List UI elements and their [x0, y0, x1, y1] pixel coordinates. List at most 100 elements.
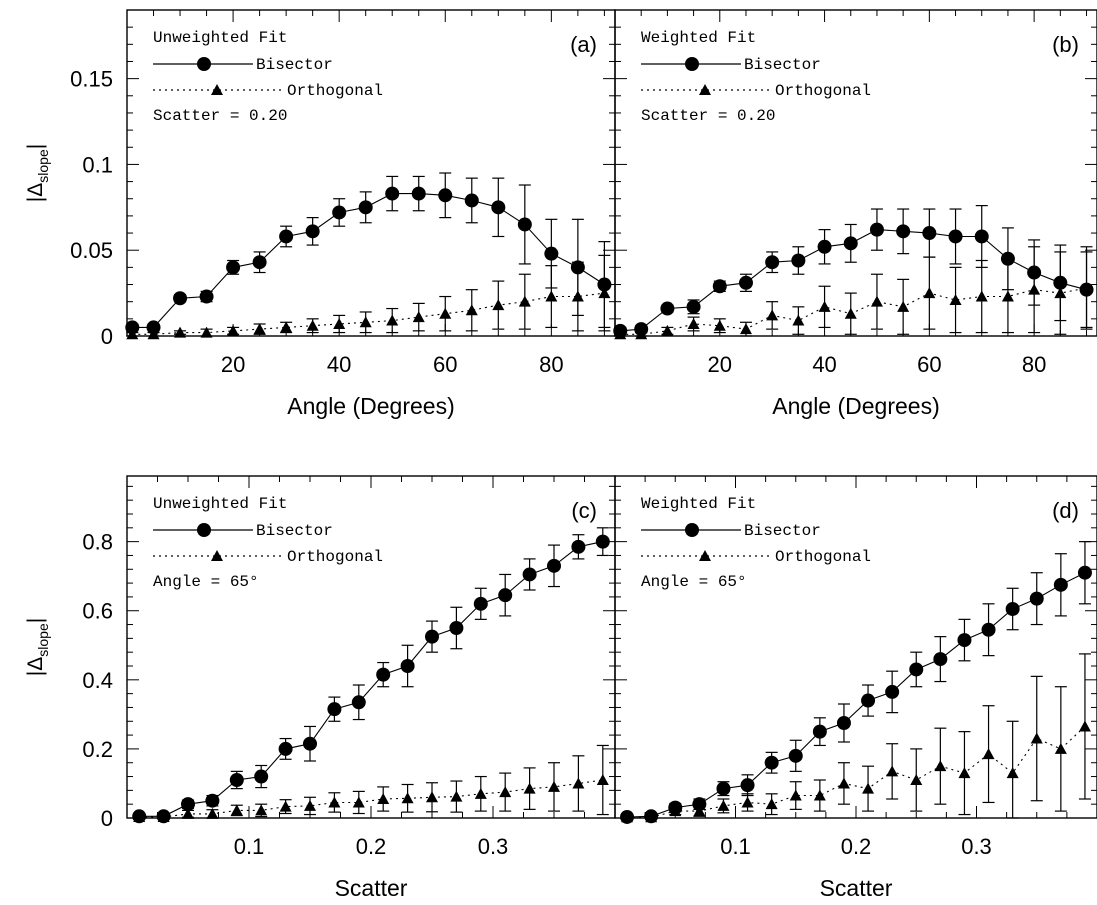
legend-label-bisector: Bisector — [256, 56, 333, 74]
data-point-orthogonal — [1028, 283, 1041, 295]
data-point-orthogonal — [147, 328, 160, 340]
data-point-bisector — [738, 275, 753, 290]
x-tick-label: 40 — [812, 352, 836, 377]
condition-label: Scatter = 0.20 — [641, 107, 775, 125]
data-point-orthogonal — [255, 804, 268, 816]
data-point-bisector — [544, 246, 559, 261]
legend-label-orthogonal: Orthogonal — [775, 548, 871, 566]
data-point-bisector — [1029, 591, 1044, 606]
data-point-bisector — [205, 793, 220, 808]
data-point-orthogonal — [571, 290, 584, 302]
data-point-orthogonal — [548, 780, 560, 792]
data-point-bisector — [686, 299, 701, 314]
x-axis-label: Angle (Degrees) — [772, 393, 939, 419]
data-point-orthogonal — [614, 328, 627, 340]
data-point-bisector — [385, 186, 400, 201]
data-point-orthogonal — [792, 314, 805, 326]
series-bisector — [125, 172, 612, 335]
data-point-bisector — [226, 260, 241, 275]
data-point-orthogonal — [837, 777, 850, 789]
data-point-bisector — [812, 724, 827, 739]
data-point-orthogonal — [306, 319, 319, 331]
data-point-orthogonal — [328, 796, 341, 808]
data-point-orthogonal — [157, 810, 170, 822]
data-point-bisector — [358, 200, 373, 215]
data-point-orthogonal — [645, 811, 658, 823]
data-point-bisector — [885, 684, 900, 699]
data-point-bisector — [522, 567, 537, 582]
data-point-orthogonal — [518, 295, 531, 307]
data-point-orthogonal — [450, 790, 463, 802]
data-point-orthogonal — [279, 800, 292, 812]
y-tick-label: 0.4 — [82, 668, 113, 693]
legend-marker-orthogonal — [699, 550, 711, 561]
data-point-orthogonal — [304, 799, 316, 811]
data-point-bisector — [896, 224, 911, 239]
data-point-bisector — [278, 741, 293, 756]
data-point-bisector — [254, 769, 269, 784]
data-point-orthogonal — [465, 304, 478, 316]
data-point-bisector — [791, 253, 806, 268]
series-orthogonal — [614, 246, 1093, 340]
data-point-orthogonal — [741, 796, 754, 808]
data-point-orthogonal — [813, 789, 826, 801]
data-point-orthogonal — [206, 807, 219, 819]
data-point-orthogonal — [426, 791, 438, 803]
series-orthogonal — [621, 653, 1091, 823]
data-point-orthogonal — [1006, 767, 1019, 779]
series-orthogonal — [126, 254, 611, 340]
data-point-orthogonal — [596, 774, 609, 785]
data-point-bisector — [861, 693, 876, 708]
x-tick-label: 80 — [1022, 352, 1046, 377]
data-point-orthogonal — [621, 811, 634, 823]
data-point-bisector — [181, 797, 195, 812]
data-point-bisector — [1005, 602, 1020, 616]
data-point-bisector — [660, 301, 675, 316]
y-tick-label: 0 — [101, 806, 113, 831]
data-point-bisector — [1000, 251, 1015, 266]
data-point-bisector — [438, 188, 453, 203]
data-point-bisector — [716, 781, 731, 796]
legend-marker-bisector — [197, 523, 211, 537]
data-point-orthogonal — [717, 799, 730, 811]
chart-panel-2: 0.1 0.2 0.3 0 0.2 0.4 0.6 0.8 Scatter |Δslope| (c)… — [24, 475, 616, 901]
condition-label: Angle = 65° — [153, 573, 259, 591]
panel-label: (d) — [1052, 498, 1079, 523]
data-point-orthogonal — [401, 792, 414, 804]
legend-marker-orthogonal — [211, 550, 223, 561]
data-point-bisector — [464, 193, 479, 208]
data-point-orthogonal — [182, 807, 194, 819]
data-point-orthogonal — [386, 314, 399, 326]
data-point-bisector — [712, 279, 727, 294]
data-point-orthogonal — [766, 309, 779, 321]
data-point-orthogonal — [870, 295, 883, 307]
data-point-orthogonal — [359, 316, 372, 328]
series-line — [627, 726, 1086, 818]
data-point-orthogonal — [923, 287, 936, 299]
data-point-orthogonal — [635, 328, 648, 340]
data-point-bisector — [595, 534, 610, 549]
legend-label-orthogonal: Orthogonal — [287, 548, 383, 566]
data-point-orthogonal — [253, 323, 266, 335]
data-point-orthogonal — [713, 319, 726, 331]
condition-label: Scatter = 0.20 — [153, 107, 287, 125]
data-point-orthogonal — [1080, 281, 1093, 293]
data-point-bisector — [1077, 565, 1092, 580]
data-point-orthogonal — [1054, 287, 1067, 299]
data-point-bisector — [869, 222, 884, 237]
data-point-orthogonal — [227, 324, 240, 336]
data-point-orthogonal — [897, 300, 910, 312]
data-point-orthogonal — [687, 317, 700, 329]
data-point-bisector — [173, 291, 188, 306]
data-point-bisector — [764, 755, 779, 770]
x-tick-label: 0.3 — [961, 834, 992, 859]
x-axis-label: Scatter — [335, 875, 408, 901]
data-point-orthogonal — [598, 287, 611, 299]
data-point-bisector — [305, 224, 320, 239]
data-point-orthogonal — [499, 786, 512, 798]
x-tick-label: 0.3 — [478, 834, 509, 859]
legend-label-bisector: Bisector — [256, 522, 333, 540]
legend-marker-bisector — [685, 523, 699, 537]
data-point-orthogonal — [200, 326, 213, 338]
data-point-bisector — [957, 633, 972, 648]
